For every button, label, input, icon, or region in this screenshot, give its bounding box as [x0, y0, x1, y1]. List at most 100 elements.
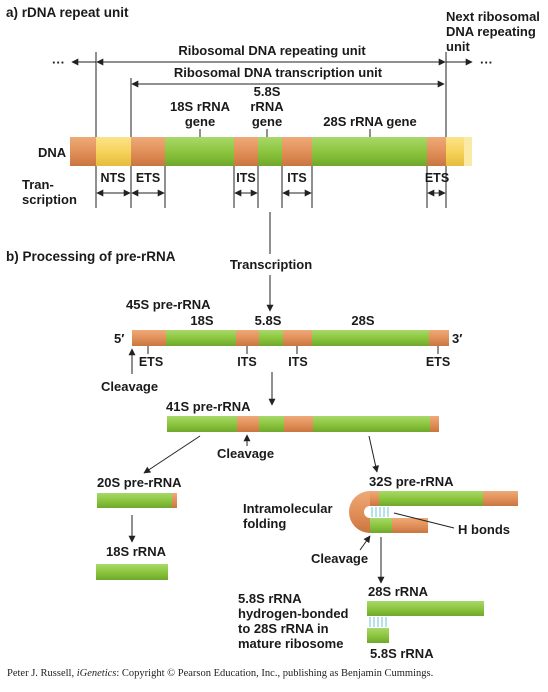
its1-label: ITS — [236, 171, 255, 185]
rrna18s-label: 18S rRNA — [106, 544, 167, 559]
h-bonds-label: H bonds — [458, 522, 510, 537]
s28-label: 28S — [351, 313, 374, 328]
to-20s-arrow — [143, 435, 201, 474]
pre45s-label: 45S pre-rRNA — [126, 297, 211, 312]
gene-58s-label: 5.8S rRNA gene — [250, 84, 284, 129]
ets-5-label: ETS — [136, 171, 160, 185]
svg-text:18S rRNA: 18S rRNA — [170, 99, 231, 114]
svg-text:unit: unit — [446, 39, 470, 54]
pre45s-ets3 — [429, 330, 449, 346]
pre32s-ets-top — [483, 491, 518, 506]
right-ellipsis: ··· — [480, 55, 493, 70]
cleavage-1-label: Cleavage — [101, 379, 158, 394]
s58-label: 5.8S — [255, 313, 282, 328]
nts-label: NTS — [101, 171, 126, 185]
pre32s-folded — [349, 491, 518, 533]
dna-28s-segment — [312, 137, 427, 166]
transcription-row-label: Tran- scription — [22, 177, 77, 207]
credit-book: iGenetics — [76, 668, 117, 679]
pre45s-28s — [312, 330, 429, 346]
pre45s-its2-label: ITS — [288, 355, 307, 369]
pre20s-18s — [97, 493, 172, 508]
pre45s-ets5-label: ETS — [139, 355, 163, 369]
rrna28s-label: 28S rRNA — [368, 584, 429, 599]
svg-text:Intramolecular: Intramolecular — [243, 501, 333, 516]
dna-18s-segment — [165, 137, 234, 166]
section-a-title: a) rDNA repeat unit — [6, 5, 129, 20]
pre45s-its1-label: ITS — [237, 355, 256, 369]
pre41s-label: 41S pre-rRNA — [166, 399, 251, 414]
svg-text:Tran-: Tran- — [22, 177, 54, 192]
svg-text:scription: scription — [22, 192, 77, 207]
pre45s-bar — [132, 330, 449, 346]
h-bonds-pointer — [393, 512, 455, 529]
svg-text:5.8S rRNA: 5.8S rRNA — [238, 591, 302, 606]
dna-58s-segment — [258, 137, 282, 166]
dna-ets-segment — [131, 137, 165, 166]
pre41s-its2 — [284, 416, 313, 432]
pre45s-ets5 — [132, 330, 166, 346]
pre32s-hairpin-loop — [349, 491, 370, 533]
pre41s-18s — [167, 416, 237, 432]
dna-its1-segment — [234, 137, 258, 166]
repeating-unit-label: Ribosomal DNA repeating unit — [178, 43, 366, 58]
credit-rest: : Copyright © Pearson Education, Inc., p… — [116, 668, 434, 679]
pre41s-bar — [167, 416, 439, 432]
cleavage-3-arrow — [359, 535, 371, 551]
svg-text:Next ribosomal: Next ribosomal — [446, 9, 540, 24]
svg-text:rRNA: rRNA — [250, 99, 284, 114]
dna-its2-segment — [282, 137, 312, 166]
pre41s-28s — [313, 416, 430, 432]
left-ellipsis: ··· — [52, 55, 65, 70]
rrna58s-label: 5.8S rRNA — [370, 646, 434, 661]
pre45s-58s — [259, 330, 283, 346]
five-prime-label: 5′ — [114, 331, 124, 346]
credit-author: Peter J. Russell, — [7, 668, 77, 679]
pre45s-ets3-label: ETS — [426, 355, 450, 369]
pre32s-28s-top — [379, 491, 483, 506]
pre45s-its1 — [236, 330, 259, 346]
its2-label: ITS — [287, 171, 306, 185]
pre32s-its2-bottom — [392, 518, 428, 533]
gene-28s-label: 28S rRNA gene — [323, 114, 416, 129]
pre20s-tail — [172, 493, 177, 508]
dna-nts-left-flank — [70, 137, 96, 166]
pre41s-58s — [259, 416, 284, 432]
dna-label: DNA — [38, 145, 67, 160]
mature-complex — [367, 601, 484, 643]
s18-label: 18S — [190, 313, 213, 328]
svg-text:folding: folding — [243, 516, 286, 531]
mature-58s-bar — [367, 628, 389, 643]
transcription-label: Transcription — [230, 257, 312, 272]
svg-text:5.8S: 5.8S — [254, 84, 281, 99]
mature-28s-bar — [367, 601, 484, 616]
gene-18s-label: 18S rRNA gene — [170, 99, 231, 129]
hbond-lines — [371, 507, 389, 517]
intramolecular-label: Intramolecular folding — [243, 501, 333, 531]
svg-text:hydrogen-bonded: hydrogen-bonded — [238, 606, 349, 621]
pre45s-its2 — [283, 330, 312, 346]
svg-text:DNA repeating: DNA repeating — [446, 24, 536, 39]
ets-3-label: ETS — [425, 171, 449, 185]
svg-text:gene: gene — [185, 114, 215, 129]
rrna18s-bar — [96, 564, 168, 580]
svg-text:gene: gene — [252, 114, 282, 129]
to-32s-arrow — [368, 435, 380, 473]
svg-text:mature ribosome: mature ribosome — [238, 636, 343, 651]
mature-hbond-lines — [369, 617, 387, 627]
section-b-title: b) Processing of pre-rRNA — [6, 249, 176, 264]
cleavage-3-label: Cleavage — [311, 551, 368, 566]
svg-text:to 28S rRNA in: to 28S rRNA in — [238, 621, 329, 636]
dna-ets3-segment — [427, 137, 446, 166]
dna-right-fade — [464, 137, 472, 166]
transcription-unit-label: Ribosomal DNA transcription unit — [174, 65, 383, 80]
bonded-label: 5.8S rRNA hydrogen-bonded to 28S rRNA in… — [238, 591, 349, 651]
copyright-credit: Peter J. Russell, iGenetics: Copyright ©… — [7, 668, 433, 679]
pre20s-label: 20S pre-rRNA — [97, 475, 182, 490]
next-unit-label: Next ribosomal DNA repeating unit — [446, 9, 540, 54]
dna-bar — [70, 137, 472, 166]
dna-next-nts-segment — [446, 137, 464, 166]
pre20s-bar — [97, 493, 177, 508]
cleavage-2-label: Cleavage — [217, 446, 274, 461]
